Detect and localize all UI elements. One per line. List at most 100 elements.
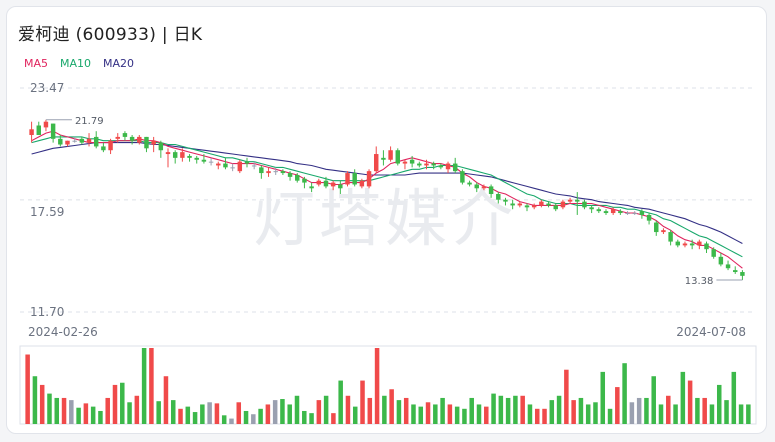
- candle-body: [488, 186, 494, 195]
- volume-bar: [156, 401, 161, 424]
- candle-body: [539, 201, 544, 206]
- candle-body: [115, 136, 120, 139]
- volume-bar: [585, 404, 591, 424]
- candle-body: [374, 154, 379, 172]
- candle-body: [467, 182, 472, 185]
- candle-body: [302, 178, 307, 183]
- candle-body: [560, 201, 566, 208]
- volume-bar: [695, 397, 700, 424]
- volume-bar: [425, 402, 431, 424]
- ma10-line: [31, 136, 743, 258]
- volume-bar: [542, 408, 547, 424]
- candle-body: [381, 157, 386, 160]
- volume-bar: [185, 406, 191, 424]
- volume-bar: [658, 404, 664, 424]
- volume-bar: [127, 402, 132, 424]
- candle-body: [424, 163, 429, 166]
- candle-body: [36, 125, 41, 136]
- volume-panel: [19, 345, 757, 425]
- volume-bar: [251, 414, 256, 424]
- volume-bar: [170, 400, 176, 424]
- candle-body: [711, 249, 716, 257]
- candle-body: [122, 133, 128, 137]
- volume-bar: [265, 404, 271, 424]
- candle-body: [43, 121, 49, 128]
- candle-body: [531, 205, 537, 208]
- x-end-label: 2024-07-08: [676, 325, 746, 339]
- candle-body: [93, 136, 99, 147]
- volume-bar: [571, 400, 576, 424]
- y-tick-label: 17.59: [30, 205, 64, 219]
- volume-bar: [513, 395, 518, 424]
- volume-bar: [724, 400, 729, 424]
- candle-body: [524, 205, 530, 208]
- volume-bar: [469, 397, 474, 424]
- volume-bar: [221, 415, 227, 424]
- volume-bar: [302, 410, 307, 424]
- candle-body: [654, 222, 659, 233]
- candle-body: [682, 243, 688, 246]
- candle-body: [409, 159, 415, 164]
- volume-bar: [454, 406, 460, 424]
- candle-body: [553, 205, 558, 210]
- volume-bar: [418, 406, 424, 424]
- ma20-line: [31, 142, 743, 244]
- volume-bar: [323, 395, 329, 424]
- candle-body: [474, 184, 479, 189]
- candle-body: [452, 163, 458, 172]
- candle-body: [266, 171, 271, 174]
- candle-body: [79, 138, 85, 143]
- volume-bar: [163, 376, 169, 424]
- volume-bar: [69, 400, 74, 424]
- candle-body: [72, 140, 77, 142]
- volume-bar: [600, 371, 606, 424]
- candle-body: [137, 136, 142, 143]
- volume-bar: [141, 348, 147, 424]
- candle-body: [589, 207, 594, 210]
- candle-body: [496, 194, 501, 200]
- legend-ma5: MA5: [24, 57, 49, 70]
- volume-bar: [338, 380, 343, 424]
- volume-bar: [636, 397, 642, 424]
- candle-body: [438, 165, 444, 168]
- candle-body: [431, 163, 436, 166]
- volume-bar: [389, 389, 394, 424]
- candle-body: [725, 264, 731, 269]
- candle-body: [352, 173, 357, 185]
- volume-bar: [644, 397, 649, 424]
- candle-body: [65, 140, 70, 145]
- volume-bar: [491, 393, 496, 424]
- candle-body: [740, 272, 745, 276]
- volume-bar: [607, 408, 613, 424]
- candle-body: [345, 173, 350, 185]
- candle-body: [129, 136, 135, 141]
- candle-body: [718, 256, 724, 265]
- volume-bar: [593, 402, 598, 424]
- volume-bar: [666, 395, 671, 424]
- volume-bar: [105, 397, 110, 424]
- candle-body: [201, 159, 207, 162]
- candle-body: [165, 152, 171, 155]
- volume-bar: [316, 400, 322, 424]
- volume-bar: [403, 397, 409, 424]
- volume-bar: [549, 400, 555, 424]
- volume-bar: [702, 397, 707, 424]
- y-tick-label: 11.70: [30, 305, 64, 319]
- volume-bar: [615, 387, 620, 424]
- volume-bar: [149, 348, 154, 424]
- volume-bar: [134, 395, 140, 424]
- min-label: 13.38: [685, 276, 714, 287]
- candle-body: [223, 163, 228, 168]
- volume-bar: [738, 404, 744, 424]
- x-start-label: 2024-02-26: [28, 325, 98, 339]
- volume-bar: [61, 397, 67, 424]
- volume-bar: [673, 404, 678, 424]
- max-label: 21.79: [75, 116, 104, 127]
- candle-body: [603, 211, 609, 214]
- volume-bar: [54, 397, 60, 424]
- volume-bar: [360, 380, 365, 424]
- volume-bar: [287, 404, 292, 424]
- candle-body: [108, 140, 113, 151]
- candle-body: [625, 213, 630, 215]
